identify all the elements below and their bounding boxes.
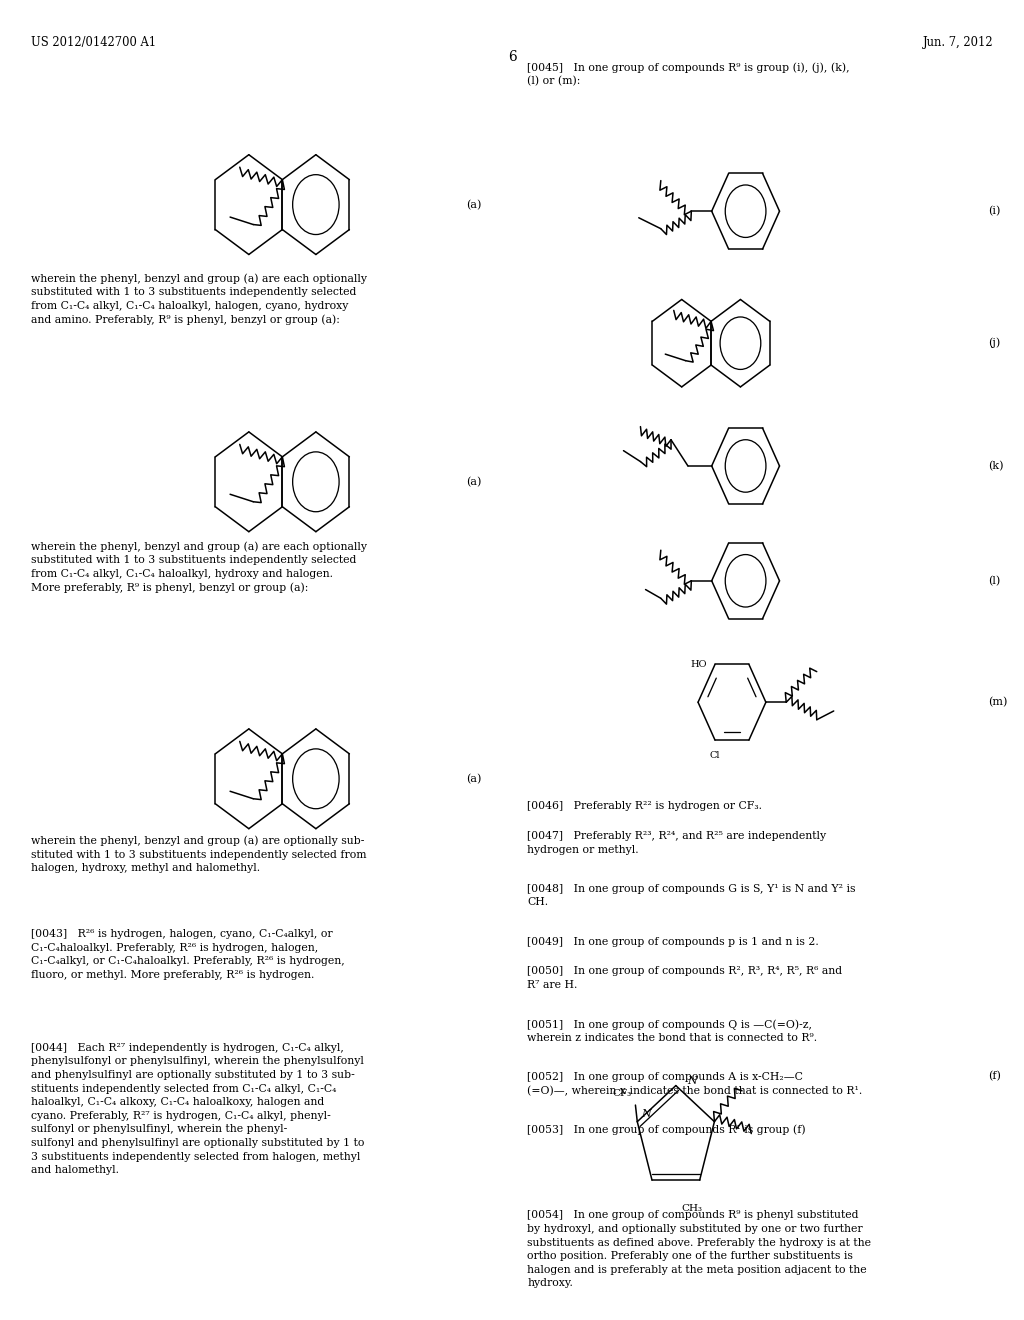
Text: (a): (a): [466, 477, 481, 487]
Text: HO: HO: [690, 660, 707, 669]
Text: (l): (l): [988, 576, 1000, 586]
Text: wherein the phenyl, benzyl and group (a) are each optionally
substituted with 1 : wherein the phenyl, benzyl and group (a)…: [31, 541, 367, 594]
Text: wherein the phenyl, benzyl and group (a) are optionally sub-
stituted with 1 to : wherein the phenyl, benzyl and group (a)…: [31, 836, 367, 874]
Text: [0054]   In one group of compounds R⁹ is phenyl substituted
by hydroxyl, and opt: [0054] In one group of compounds R⁹ is p…: [527, 1210, 871, 1288]
Text: [0048]   In one group of compounds G is S, Y¹ is N and Y² is
CH.: [0048] In one group of compounds G is S,…: [527, 884, 856, 907]
Text: (f): (f): [988, 1071, 1001, 1081]
Text: N: N: [641, 1109, 650, 1119]
Text: [0045]   In one group of compounds R⁹ is group (i), (j), (k),
(l) or (m):: [0045] In one group of compounds R⁹ is g…: [527, 62, 850, 87]
Text: (a): (a): [466, 199, 481, 210]
Text: (k): (k): [988, 461, 1004, 471]
Text: [0052]   In one group of compounds A is x-CH₂—C
(=O)—, wherein x indicates the b: [0052] In one group of compounds A is x-…: [527, 1072, 862, 1096]
Text: Cl: Cl: [710, 751, 720, 760]
Text: wherein the phenyl, benzyl and group (a) are each optionally
substituted with 1 : wherein the phenyl, benzyl and group (a)…: [31, 273, 367, 326]
Text: US 2012/0142700 A1: US 2012/0142700 A1: [31, 36, 156, 49]
Text: 6: 6: [508, 50, 516, 65]
Text: N: N: [687, 1076, 696, 1086]
Text: (i): (i): [988, 206, 1000, 216]
Text: [0053]   In one group of compounds R¹ is group (f): [0053] In one group of compounds R¹ is g…: [527, 1125, 806, 1135]
Text: (a): (a): [466, 774, 481, 784]
Text: CH₃: CH₃: [681, 1204, 701, 1213]
Text: Jun. 7, 2012: Jun. 7, 2012: [923, 36, 993, 49]
Text: (j): (j): [988, 338, 1000, 348]
Text: [0049]   In one group of compounds p is 1 and n is 2.: [0049] In one group of compounds p is 1 …: [527, 937, 819, 946]
Text: [0046]   Preferably R²² is hydrogen or CF₃.: [0046] Preferably R²² is hydrogen or CF₃…: [527, 801, 762, 812]
Text: [0043]   R²⁶ is hydrogen, halogen, cyano, C₁-C₄alkyl, or
C₁-C₄haloalkyl. Prefera: [0043] R²⁶ is hydrogen, halogen, cyano, …: [31, 929, 344, 979]
Text: [0050]   In one group of compounds R², R³, R⁴, R⁵, R⁶ and
R⁷ are H.: [0050] In one group of compounds R², R³,…: [527, 966, 843, 990]
Text: CF₃: CF₃: [612, 1089, 632, 1098]
Text: [0044]   Each R²⁷ independently is hydrogen, C₁-C₄ alkyl,
phenylsulfonyl or phen: [0044] Each R²⁷ independently is hydroge…: [31, 1043, 365, 1175]
Text: [0051]   In one group of compounds Q is —C(=O)-z,
wherein z indicates the bond t: [0051] In one group of compounds Q is —C…: [527, 1019, 817, 1043]
Text: (m): (m): [988, 697, 1008, 708]
Text: [0047]   Preferably R²³, R²⁴, and R²⁵ are independently
hydrogen or methyl.: [0047] Preferably R²³, R²⁴, and R²⁵ are …: [527, 832, 826, 854]
